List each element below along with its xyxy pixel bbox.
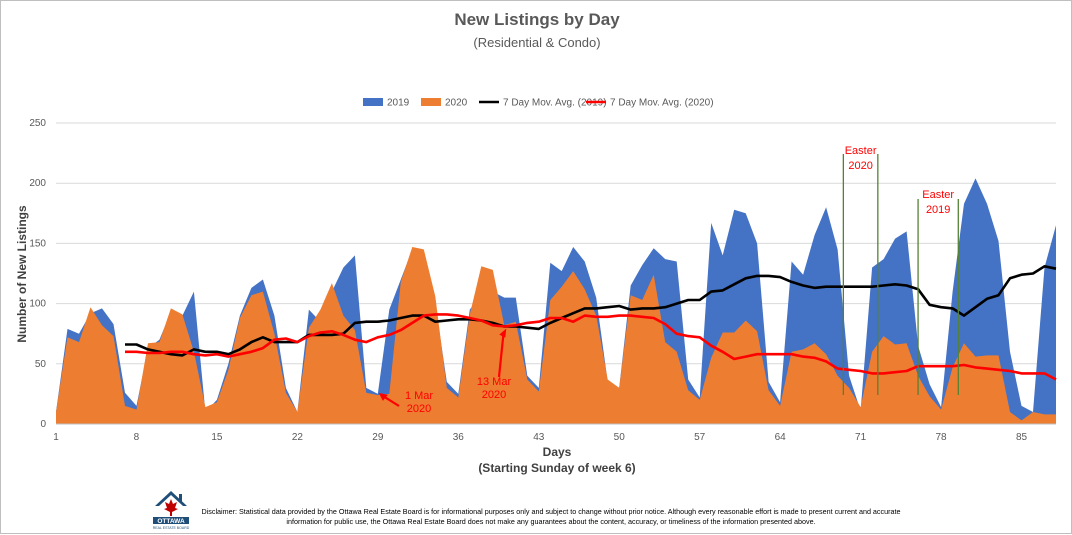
annotation-13-mar: 2020 (482, 389, 506, 401)
legend-label: 2019 (387, 98, 410, 109)
axes: 0 50 100 150 200 250 1 8 15 22 29 36 43 50 57 64 71 78 85 (29, 118, 1056, 443)
chart-title: New Listings by Day (454, 10, 620, 29)
legend-swatch (421, 98, 441, 106)
plot-area (56, 178, 1057, 424)
x-tick-label: 22 (292, 432, 304, 443)
legend-swatch (363, 98, 383, 106)
x-tick-label: 43 (533, 432, 545, 443)
disclaimer-text: Disclaimer: Statistical data provided by… (201, 507, 901, 526)
chimney-icon (179, 494, 182, 502)
y-tick-label: 0 (40, 419, 46, 430)
x-tick-label: 64 (775, 432, 787, 443)
x-tick-label: 29 (372, 432, 384, 443)
series-area-2020 (56, 247, 1056, 424)
oreb-logo: OTTAWA REAL ESTATE BOARD (151, 488, 191, 530)
logo-text: OTTAWA (157, 518, 185, 525)
x-tick-label: 8 (134, 432, 140, 443)
x-tick-label: 1 (53, 432, 59, 443)
annotation-easter: Easter (845, 145, 877, 157)
logo-subtext: REAL ESTATE BOARD (153, 526, 190, 530)
annotation-1-mar: 2020 (407, 403, 431, 415)
y-tick-label: 100 (29, 299, 46, 310)
chart-subtitle: (Residential & Condo) (473, 35, 600, 50)
y-axis-label: Number of New Listings (15, 205, 29, 343)
x-axis-sublabel: (Starting Sunday of week 6) (478, 461, 635, 475)
legend-label: 7 Day Mov. Avg. (2019) (503, 98, 607, 109)
arrow-13-mar (497, 335, 505, 378)
annotation-1-mar: 1 Mar (405, 390, 433, 402)
annotation-easter: 2020 (848, 160, 872, 172)
annotation-easter: Easter (922, 189, 954, 201)
x-tick-label: 85 (1016, 432, 1028, 443)
series-line-7-day-mov-avg-2020- (125, 313, 1057, 381)
maple-leaf-icon (164, 499, 178, 516)
y-tick-label: 50 (35, 359, 47, 370)
annotation-13-mar: 13 Mar (477, 376, 512, 388)
house-roof-icon (155, 491, 187, 506)
arrowhead-13-mar (499, 328, 507, 338)
x-axis-label: Days (543, 445, 572, 459)
annotation-easter: 2019 (926, 204, 950, 216)
x-tick-label: 57 (694, 432, 706, 443)
x-tick-label: 15 (211, 432, 223, 443)
legend-label: 2020 (445, 98, 468, 109)
series-line-7-day-mov-avg-2019- (125, 265, 1057, 357)
arrowhead-1-mar (378, 392, 388, 401)
y-tick-label: 150 (29, 238, 46, 249)
x-tick-label: 36 (453, 432, 465, 443)
x-tick-label: 50 (614, 432, 626, 443)
y-tick-label: 250 (29, 118, 46, 129)
x-tick-label: 71 (855, 432, 867, 443)
legend-label: 7 Day Mov. Avg. (2020) (610, 98, 714, 109)
y-tick-label: 200 (29, 178, 46, 189)
x-tick-label: 78 (935, 432, 947, 443)
legend: 2019 2020 7 Day Mov. Avg. (2019) 7 Day Mov.… (363, 98, 714, 109)
